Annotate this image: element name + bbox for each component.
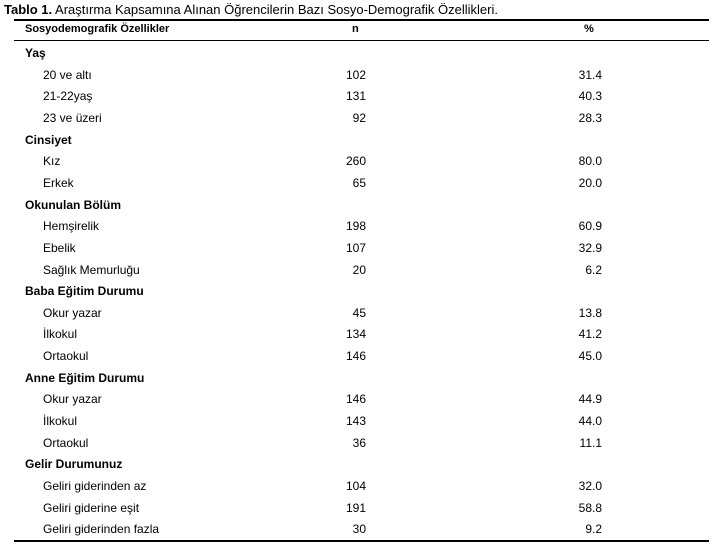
table-caption-text: Araştırma Kapsamına Alınan Öğrencilerin …: [52, 2, 498, 17]
row-count: 260: [345, 154, 366, 169]
row-label: İlkokul: [43, 414, 78, 429]
row-count: 102: [345, 67, 366, 82]
group-row: Cinsiyet: [0, 130, 716, 150]
row-count: 191: [345, 500, 366, 515]
row-percent: 60.9: [578, 219, 602, 234]
table-header-rule: [14, 40, 709, 41]
table-row: Okur yazar 146 44.9: [0, 389, 716, 409]
row-percent: 45.0: [578, 349, 602, 364]
row-label: Okur yazar: [43, 392, 102, 407]
group-row: Yaş: [0, 43, 716, 63]
table-row: 21-22yaş 131 40.3: [0, 86, 716, 106]
row-count: 146: [345, 392, 366, 407]
table-caption: Tablo 1. Araştırma Kapsamına Alınan Öğre…: [4, 2, 498, 17]
row-percent: 6.2: [585, 262, 602, 277]
group-title: Okunulan Bölüm: [25, 197, 121, 212]
row-percent: 44.0: [578, 414, 602, 429]
row-percent: 40.3: [578, 89, 602, 104]
row-label: Ebelik: [43, 240, 76, 255]
row-count: 104: [345, 479, 366, 493]
column-header-n: n: [352, 23, 359, 35]
table-row: Geliri giderine eşit 191 58.8: [0, 498, 716, 518]
row-percent: 80.0: [578, 154, 602, 169]
table-row: Erkek 65 20.0: [0, 173, 716, 193]
row-label: 23 ve üzeri: [43, 110, 102, 125]
table-row: Ortaokul 146 45.0: [0, 346, 716, 366]
table-row: Okur yazar 45 13.8: [0, 303, 716, 323]
row-percent: 32.9: [578, 240, 602, 255]
row-count: 20: [352, 262, 366, 277]
row-percent: 13.8: [578, 305, 602, 320]
row-label: Okur yazar: [43, 305, 102, 320]
row-percent: 31.4: [578, 67, 602, 82]
table-row: İlkokul 143 44.0: [0, 411, 716, 431]
group-row: Gelir Durumunuz: [0, 454, 716, 474]
row-label: Erkek: [43, 175, 74, 190]
row-percent: 41.2: [578, 327, 602, 342]
row-label: Geliri giderinden fazla: [43, 522, 160, 537]
row-count: 134: [345, 327, 366, 342]
group-row: Baba Eğitim Durumu: [0, 281, 716, 301]
table-top-rule: [14, 19, 709, 21]
table-bottom-rule: [14, 540, 709, 542]
table-row: Hemşirelik 198 60.9: [0, 216, 716, 236]
row-label: Geliri giderine eşit: [43, 500, 140, 515]
row-label: Sağlık Memurluğu: [43, 262, 140, 277]
row-percent: 11.1: [579, 435, 602, 450]
table-row: İlkokul 134 41.2: [0, 324, 716, 344]
row-count: 65: [352, 175, 366, 190]
row-label: Geliri giderinden az: [43, 479, 147, 493]
row-count: 143: [345, 414, 366, 429]
row-percent: 9.2: [585, 522, 602, 537]
table-row: 20 ve altı 102 31.4: [0, 65, 716, 85]
row-percent: 20.0: [578, 175, 602, 190]
row-label: Kız: [43, 154, 61, 169]
row-label: Ortaokul: [43, 435, 89, 450]
group-row: Anne Eğitim Durumu: [0, 368, 716, 388]
row-label: Hemşirelik: [43, 219, 100, 234]
table-row: Geliri giderinden az 104 32.0: [0, 476, 716, 496]
table-caption-label: Tablo 1.: [4, 2, 53, 17]
table-row: Ebelik 107 32.9: [0, 238, 716, 258]
row-count: 198: [345, 219, 366, 234]
table-row: Sağlık Memurluğu 20 6.2: [0, 260, 716, 280]
group-title: Yaş: [25, 46, 46, 60]
group-title: Baba Eğitim Durumu: [25, 284, 144, 299]
row-count: 30: [352, 522, 366, 537]
row-count: 45: [352, 305, 366, 320]
row-count: 146: [345, 349, 366, 364]
row-label: Ortaokul: [43, 349, 89, 364]
table-row: Kız 260 80.0: [0, 151, 716, 171]
column-header-percent: %: [584, 23, 594, 35]
group-row: Okunulan Bölüm: [0, 195, 716, 215]
row-count: 107: [345, 240, 366, 255]
row-percent: 32.0: [578, 479, 602, 493]
row-count: 131: [345, 89, 366, 104]
group-title: Cinsiyet: [25, 132, 72, 147]
row-count: 92: [352, 110, 366, 125]
row-percent: 44.9: [578, 392, 602, 407]
row-label: İlkokul: [43, 327, 78, 342]
group-title: Anne Eğitim Durumu: [25, 370, 145, 385]
table-row: Ortaokul 36 11.1: [0, 433, 716, 453]
row-label: 20 ve altı: [43, 67, 92, 82]
table-row: 23 ve üzeri 92 28.3: [0, 108, 716, 128]
table-row: Geliri giderinden fazla 30 9.2: [0, 519, 716, 539]
group-title: Gelir Durumunuz: [25, 457, 123, 472]
row-count: 36: [352, 435, 366, 450]
column-header-characteristics: Sosyodemografik Özellikler: [25, 23, 170, 35]
row-percent: 28.3: [578, 110, 602, 125]
row-percent: 58.8: [578, 500, 602, 515]
row-label: 21-22yaş: [43, 89, 93, 104]
